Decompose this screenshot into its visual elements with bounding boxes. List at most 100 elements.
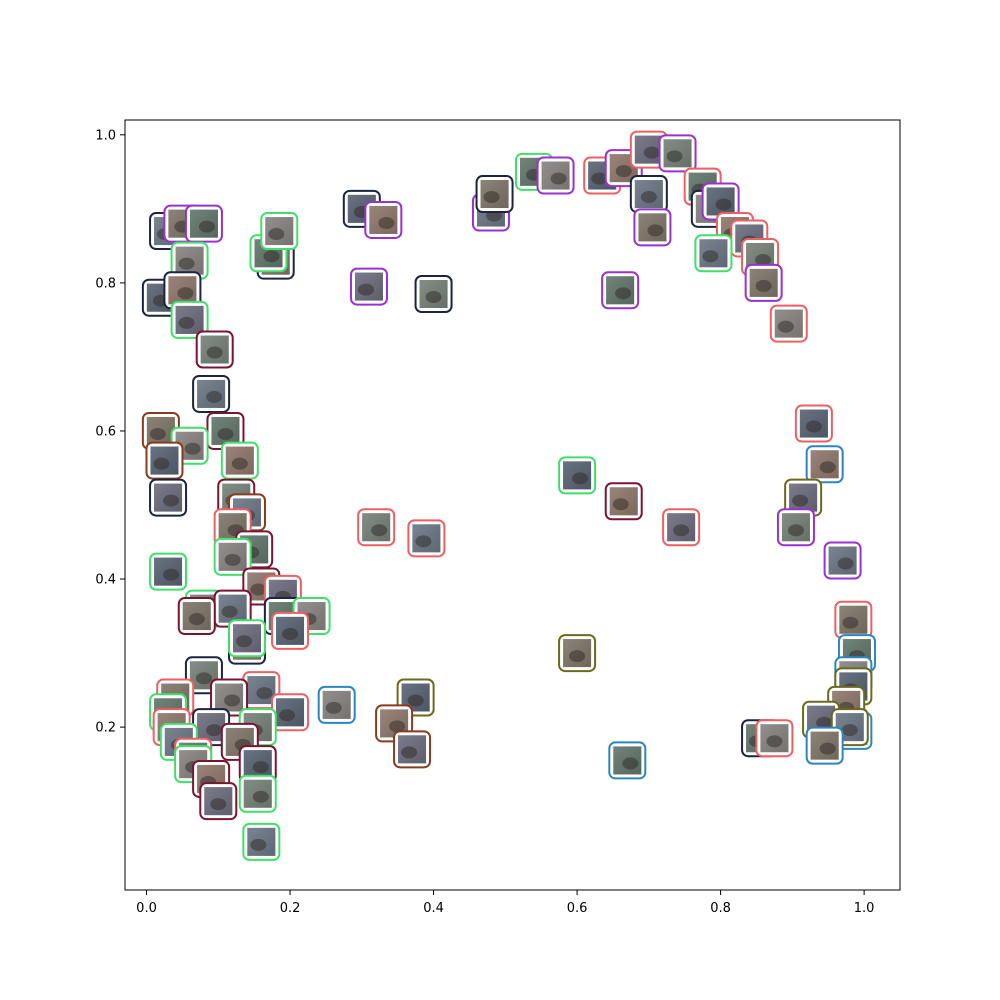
thumbnail-subject	[357, 283, 374, 296]
image-point	[744, 263, 783, 302]
thumbnail-subject	[702, 250, 719, 263]
thumbnail-subject	[177, 287, 194, 300]
x-tick-label: 0.8	[710, 901, 731, 916]
x-tick-label: 0.6	[567, 901, 588, 916]
thumbnail-subject	[550, 172, 567, 185]
image-point	[271, 611, 310, 650]
thumbnail-subject	[206, 346, 223, 359]
thumbnail-subject	[282, 627, 299, 640]
image-point	[206, 411, 245, 450]
image-point	[238, 774, 277, 813]
thumbnail-subject	[612, 498, 629, 511]
thumbnail-subject	[805, 420, 822, 433]
image-point	[558, 634, 597, 673]
thumbnail-subject	[841, 724, 858, 737]
image-point	[242, 671, 281, 710]
thumbnail-subject	[766, 735, 783, 748]
image-point	[227, 619, 266, 658]
thumbnail-subject	[837, 557, 854, 570]
thumbnail-subject	[715, 198, 732, 211]
image-point	[149, 478, 188, 517]
thumbnail-subject	[279, 709, 296, 722]
image-point	[210, 678, 249, 717]
thumbnail-subject	[378, 216, 395, 229]
thumbnail-subject	[252, 761, 269, 774]
thumbnail-subject	[569, 650, 586, 663]
thumbnail-subject	[250, 838, 267, 851]
image-point	[769, 304, 808, 343]
x-tick-label: 1.0	[854, 901, 875, 916]
thumbnail-subject	[401, 746, 418, 759]
image-point	[694, 234, 733, 273]
thumbnail-subject	[755, 253, 772, 266]
thumbnail-subject	[643, 146, 660, 159]
thumbnail-subject	[425, 290, 442, 303]
image-point	[784, 478, 823, 517]
thumbnail-subject	[842, 616, 859, 629]
x-tick-label: 0.4	[423, 901, 444, 916]
thumbnail-subject	[263, 250, 280, 263]
image-point	[805, 445, 844, 484]
y-tick-label: 0.8	[95, 276, 116, 291]
image-point	[805, 726, 844, 765]
thumbnail-subject	[217, 427, 234, 440]
thumbnail-subject	[787, 524, 804, 537]
thumbnail-subject	[407, 694, 424, 707]
thumbnail-subject	[755, 279, 772, 292]
thumbnail-subject	[371, 524, 388, 537]
image-point	[145, 441, 184, 480]
image-point	[414, 274, 453, 313]
image-point	[184, 204, 223, 243]
thumbnail-subject	[224, 553, 241, 566]
thumbnail-subject	[792, 494, 809, 507]
thumbnail-subject	[615, 287, 632, 300]
thumbnail-subject	[415, 535, 432, 548]
image-point	[755, 719, 794, 758]
image-point	[701, 182, 740, 221]
thumbnail-subject	[615, 165, 632, 178]
thumbnail-subject	[210, 798, 227, 811]
image-point	[776, 508, 815, 547]
image-point	[604, 482, 643, 521]
image-point	[658, 134, 697, 173]
thumbnail-subject	[178, 257, 195, 270]
image-point	[177, 597, 216, 636]
y-tick-label: 0.2	[95, 721, 116, 736]
thumbnail-subject	[252, 790, 269, 803]
image-point	[407, 519, 446, 558]
image-point	[163, 271, 202, 310]
thumbnail-subject	[163, 494, 180, 507]
thumbnail-subject	[153, 457, 170, 470]
thumbnail-subject	[206, 390, 223, 403]
image-point	[199, 782, 238, 821]
thumbnail-subject	[224, 694, 241, 707]
thumbnail-subject	[673, 524, 690, 537]
image-point	[141, 411, 180, 450]
thumbnail-subject	[622, 757, 639, 770]
image-point	[213, 537, 252, 576]
image-point	[170, 300, 209, 339]
y-tick-label: 1.0	[95, 128, 116, 143]
image-point	[349, 267, 388, 306]
image-point	[192, 708, 231, 747]
image-point	[601, 271, 640, 310]
thumbnail-subject	[647, 224, 664, 237]
points-layer	[141, 130, 876, 861]
thumbnail-subject	[149, 427, 166, 440]
image-point	[794, 404, 833, 443]
image-point	[393, 730, 432, 769]
thumbnail-subject	[235, 635, 252, 648]
image-point	[823, 541, 862, 580]
x-tick-label: 0.0	[136, 901, 157, 916]
thumbnail-subject	[195, 672, 212, 685]
thumbnail-subject	[163, 568, 180, 581]
image-point	[317, 685, 356, 724]
image-point	[192, 374, 231, 413]
thumbnail-subject	[777, 320, 794, 333]
x-axis: 0.0 0.2 0.4 0.6 0.8 1.0	[136, 890, 874, 916]
image-point	[633, 208, 672, 247]
thumbnail-subject	[231, 457, 248, 470]
thumbnail-subject	[389, 720, 406, 733]
image-point	[608, 741, 647, 780]
image-point	[195, 330, 234, 369]
